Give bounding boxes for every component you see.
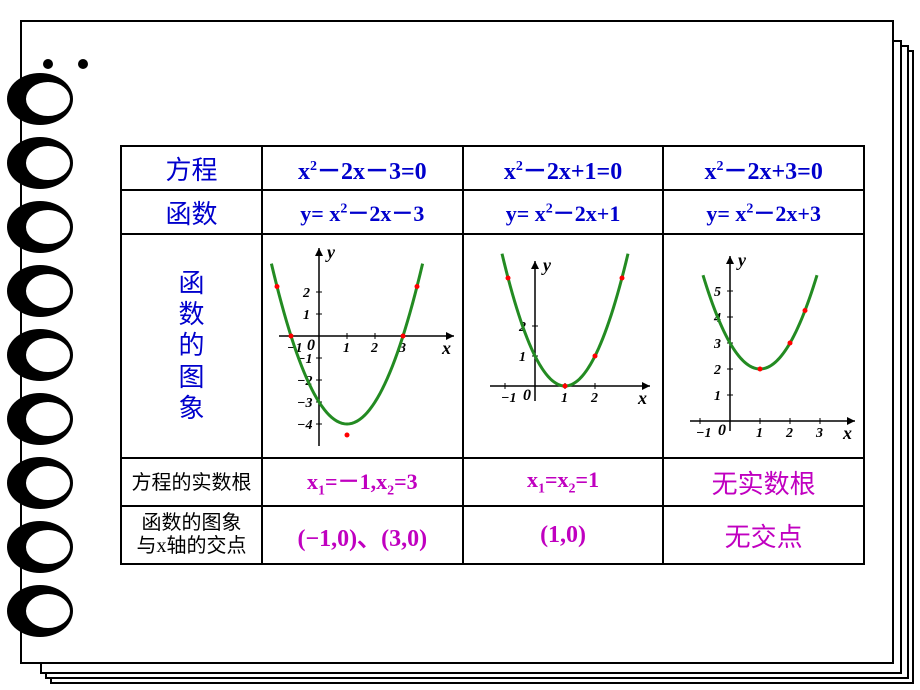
svg-text:y: y xyxy=(541,255,552,275)
svg-text:−3: −3 xyxy=(297,396,312,411)
svg-text:1: 1 xyxy=(561,391,568,406)
svg-text:x: x xyxy=(637,388,647,408)
svg-text:3: 3 xyxy=(815,426,823,441)
svg-text:y: y xyxy=(325,242,336,262)
svg-text:x: x xyxy=(441,338,451,358)
fn1: y= x2－2x－3 xyxy=(300,201,424,226)
graph-1: yx0−112312−1−2−3−4 xyxy=(264,236,461,456)
roots-1: x1=－1,x2=3 xyxy=(307,469,418,494)
svg-text:1: 1 xyxy=(756,426,763,441)
graph-2: yx0−11212 xyxy=(465,236,662,456)
svg-text:−1: −1 xyxy=(696,426,711,441)
svg-text:1: 1 xyxy=(714,389,721,404)
roots-3: 无实数根 xyxy=(712,470,816,499)
svg-text:1: 1 xyxy=(343,341,350,356)
ring-icon xyxy=(0,518,70,576)
svg-text:0: 0 xyxy=(718,422,726,439)
svg-text:1: 1 xyxy=(303,308,310,323)
roots-2: x1=x2=1 xyxy=(527,467,599,492)
svg-text:5: 5 xyxy=(714,285,721,300)
svg-text:3: 3 xyxy=(713,337,721,352)
header-roots: 方程的实数根 xyxy=(131,472,251,494)
svg-text:2: 2 xyxy=(590,391,598,406)
intercepts-2: (1,0) xyxy=(540,522,586,548)
svg-text:2: 2 xyxy=(370,341,378,356)
svg-text:−4: −4 xyxy=(297,418,312,433)
comparison-table: 方程 x2－2x－3=0 x2－2x+1=0 x2－2x+3=0 函数 y= x… xyxy=(120,145,865,565)
intercepts-1: (−1,0)、(3,0) xyxy=(298,526,428,552)
svg-text:−1: −1 xyxy=(501,391,516,406)
ring-icon xyxy=(0,262,70,320)
eq2: x2－2x+1=0 xyxy=(504,159,622,185)
intercepts-3: 无交点 xyxy=(725,523,803,552)
header-intercepts: 函数的图象与x轴的交点 xyxy=(136,512,246,557)
svg-text:y: y xyxy=(736,250,747,270)
header-equation: 方程 xyxy=(165,156,217,185)
fn2: y= x2－2x+1 xyxy=(506,201,621,226)
eq3: x2－2x+3=0 xyxy=(705,159,823,185)
eq1: x2－2x－3=0 xyxy=(298,159,427,185)
svg-text:0: 0 xyxy=(523,387,531,404)
ring-icon xyxy=(0,326,70,384)
svg-text:x: x xyxy=(842,423,852,443)
ring-icon xyxy=(0,70,70,128)
ring-icon xyxy=(0,582,70,640)
ring-icon xyxy=(0,134,70,192)
header-function: 函数 xyxy=(165,200,217,229)
ring-icon xyxy=(0,198,70,256)
fn3: y= x2－2x+3 xyxy=(706,201,821,226)
ring-icon xyxy=(0,454,70,512)
graph-3: yx0−112312345 xyxy=(665,236,862,456)
svg-text:2: 2 xyxy=(302,286,310,301)
svg-text:2: 2 xyxy=(713,363,721,378)
svg-text:1: 1 xyxy=(519,350,526,365)
spiral-rings-container xyxy=(0,70,70,646)
header-graph: 函数的图象 xyxy=(123,268,260,424)
svg-text:2: 2 xyxy=(785,426,793,441)
ring-icon xyxy=(0,390,70,448)
